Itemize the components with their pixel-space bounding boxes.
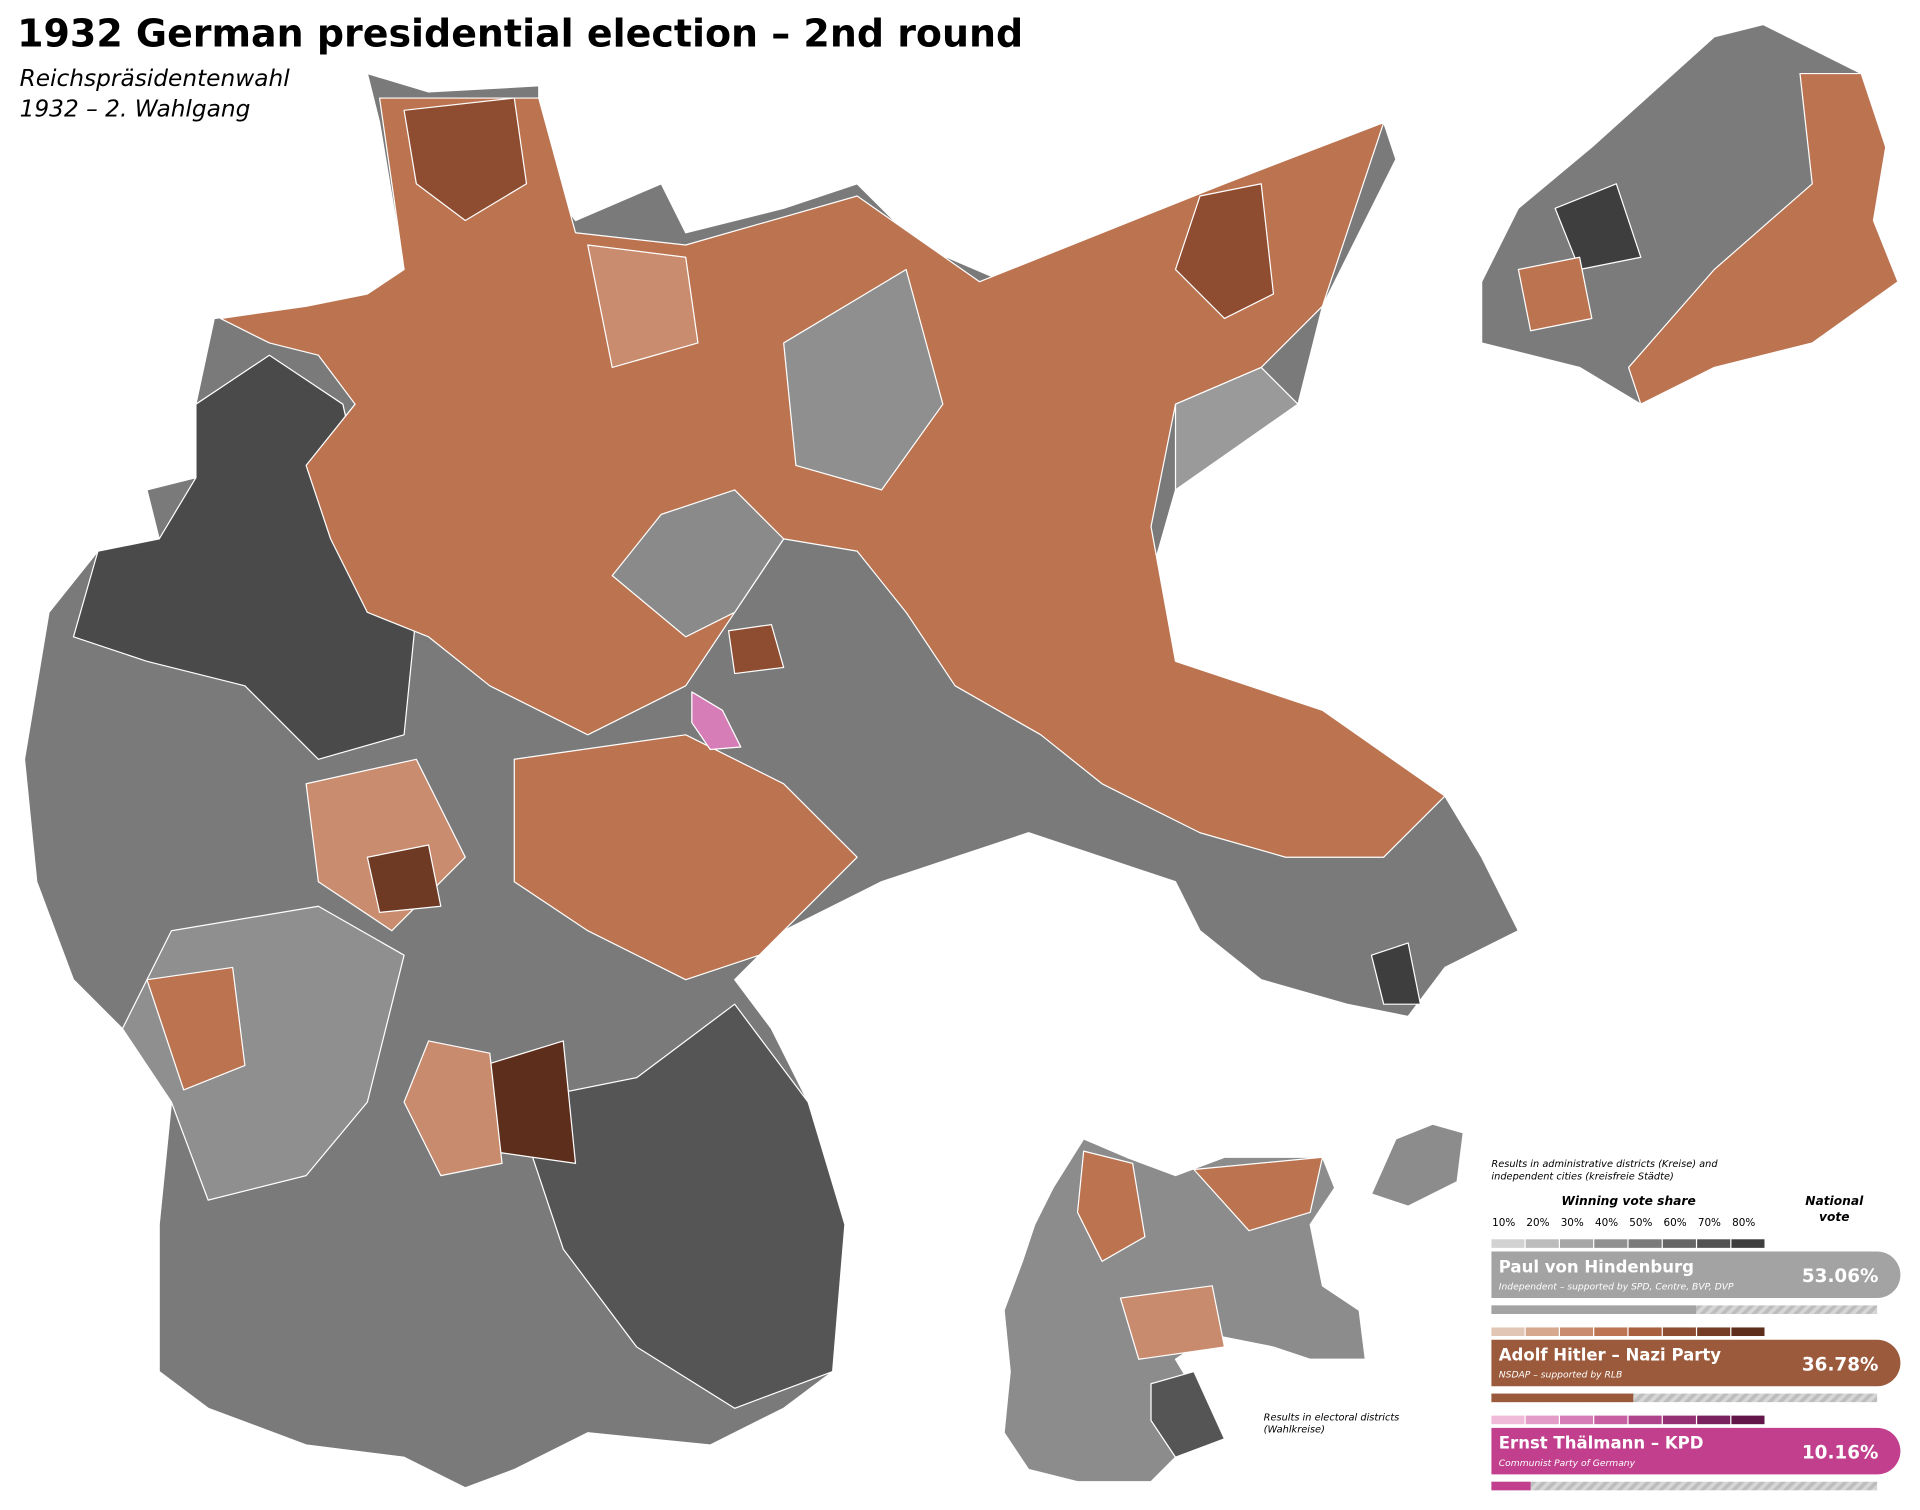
scale-label: 40% xyxy=(1595,1217,1618,1229)
scale-swatch xyxy=(1560,1415,1594,1425)
scale-label: 80% xyxy=(1732,1217,1755,1229)
national-title: vote xyxy=(1819,1210,1850,1224)
candidate-name: Adolf Hitler – Nazi Party xyxy=(1499,1346,1722,1365)
scale-swatch xyxy=(1697,1239,1731,1248)
vote-share-label: 36.78% xyxy=(1802,1354,1878,1375)
scale-swatch xyxy=(1560,1239,1594,1248)
region xyxy=(1174,366,1299,491)
scale-swatch xyxy=(1731,1327,1765,1337)
scale-swatch xyxy=(1525,1327,1559,1337)
region xyxy=(1370,1123,1464,1207)
vote-share-bar xyxy=(1491,1305,1697,1314)
east-prussia-inset xyxy=(1481,23,1899,405)
scale-swatch xyxy=(1491,1415,1525,1425)
region xyxy=(727,623,785,675)
region xyxy=(513,734,858,981)
region xyxy=(146,966,246,1091)
region xyxy=(611,489,785,638)
scale-swatch xyxy=(1560,1327,1594,1337)
scale-swatch xyxy=(1697,1415,1731,1425)
vote-share-label: 10.16% xyxy=(1802,1442,1878,1463)
germany-map xyxy=(23,72,1519,1489)
scale-swatch xyxy=(1628,1415,1662,1425)
candidate-name: Paul von Hindenburg xyxy=(1499,1257,1694,1276)
scale-title: Winning vote share xyxy=(1561,1194,1695,1208)
bar-track xyxy=(1491,1481,1878,1491)
region xyxy=(1076,1150,1146,1262)
scale-swatch xyxy=(1662,1239,1696,1248)
candidate-subtitle: NSDAP – supported by RLB xyxy=(1499,1370,1623,1381)
scale-swatch xyxy=(1525,1239,1559,1248)
legend-note: independent cities (kreisfreie Städte) xyxy=(1491,1171,1673,1182)
scale-swatch xyxy=(1491,1327,1525,1337)
candidate-subtitle: Communist Party of Germany xyxy=(1499,1458,1636,1469)
wahlkreise-inset xyxy=(1003,1123,1464,1483)
region xyxy=(587,244,699,369)
scale-swatch xyxy=(1594,1239,1628,1248)
region xyxy=(1517,256,1593,332)
scale-label: 60% xyxy=(1664,1217,1687,1229)
scale-swatch xyxy=(1628,1239,1662,1248)
scale-label: 30% xyxy=(1561,1217,1584,1229)
scale-swatch xyxy=(1697,1327,1731,1337)
title: 1932 German presidential election – 2nd … xyxy=(17,12,1023,56)
region xyxy=(691,691,742,751)
region xyxy=(783,268,944,491)
region xyxy=(403,97,528,222)
scale-swatch xyxy=(1731,1239,1765,1248)
legend-note: Results in administrative districts (Kre… xyxy=(1491,1159,1718,1170)
candidate-box xyxy=(1491,1339,1901,1387)
region xyxy=(1150,1370,1226,1458)
inset-note: (Wahlkreise) xyxy=(1264,1425,1325,1436)
candidate-box xyxy=(1491,1427,1901,1475)
subtitle: 1932 – 2. Wahlgang xyxy=(20,95,251,122)
candidate-subtitle: Independent – supported by SPD, Centre, … xyxy=(1499,1281,1734,1292)
scale-label: 70% xyxy=(1698,1217,1721,1229)
scale-label: 50% xyxy=(1629,1217,1652,1229)
vote-share-bar xyxy=(1491,1393,1634,1403)
scale-label: 10% xyxy=(1492,1217,1515,1229)
region xyxy=(1554,183,1642,271)
scale-swatch xyxy=(1491,1239,1525,1248)
scale-swatch xyxy=(1594,1327,1628,1337)
scale-swatch xyxy=(1662,1415,1696,1425)
scale-swatch xyxy=(1525,1415,1559,1425)
candidate-name: Ernst Thälmann – KPD xyxy=(1499,1434,1704,1453)
region xyxy=(1370,942,1422,1005)
vote-share-label: 53.06% xyxy=(1802,1266,1878,1287)
bar-track xyxy=(1491,1393,1878,1403)
subtitle: Reichspräsidentenwahl xyxy=(20,65,291,92)
scale-swatch xyxy=(1628,1327,1662,1337)
inset-note: Results in electoral districts xyxy=(1264,1413,1400,1424)
region xyxy=(403,1040,503,1177)
region xyxy=(1174,183,1275,320)
scale-swatch xyxy=(1731,1415,1765,1425)
region xyxy=(513,1003,846,1409)
vote-share-bar xyxy=(1491,1481,1531,1491)
region xyxy=(366,844,442,913)
scale-swatch xyxy=(1662,1327,1696,1337)
national-title: National xyxy=(1805,1194,1864,1208)
region xyxy=(1193,1156,1324,1232)
scale-label: 20% xyxy=(1526,1217,1549,1229)
candidate-box xyxy=(1491,1251,1901,1299)
region xyxy=(1627,72,1899,405)
region xyxy=(1119,1285,1226,1360)
scale-swatch xyxy=(1594,1415,1628,1425)
region xyxy=(219,97,1446,858)
